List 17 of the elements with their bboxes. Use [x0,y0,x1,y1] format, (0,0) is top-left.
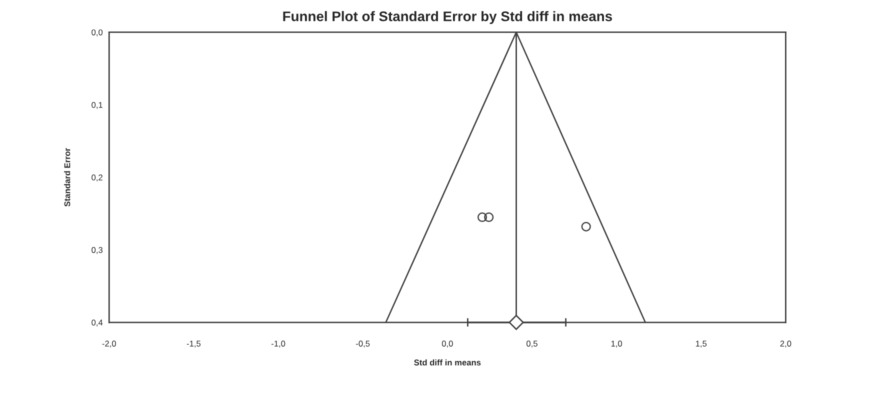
x-tick-label: 1,0 [611,340,622,348]
y-axis-title: Standard Error [64,148,70,206]
x-tick-label: -0,5 [356,340,370,348]
y-tick-label: 0,1 [92,102,102,109]
x-tick-label: 1,5 [696,340,707,348]
chart-title: Funnel Plot of Standard Error by Std diff in means [283,11,612,24]
x-tick-label: -1,0 [271,340,286,348]
y-tick-label: 0,4 [92,320,103,326]
y-tick-label: 0,3 [92,247,103,254]
y-tick-label: 0,0 [92,29,103,36]
y-tick-label: 0,2 [92,174,102,182]
x-axis-title: Std diff in means [414,359,481,366]
x-tick-label: 2,0 [780,340,792,348]
x-tick-label: -1,5 [186,340,201,348]
x-tick-label: 0,0 [442,340,453,348]
x-tick-label: -2,0 [102,340,116,348]
x-tick-label: 0,5 [526,340,538,348]
